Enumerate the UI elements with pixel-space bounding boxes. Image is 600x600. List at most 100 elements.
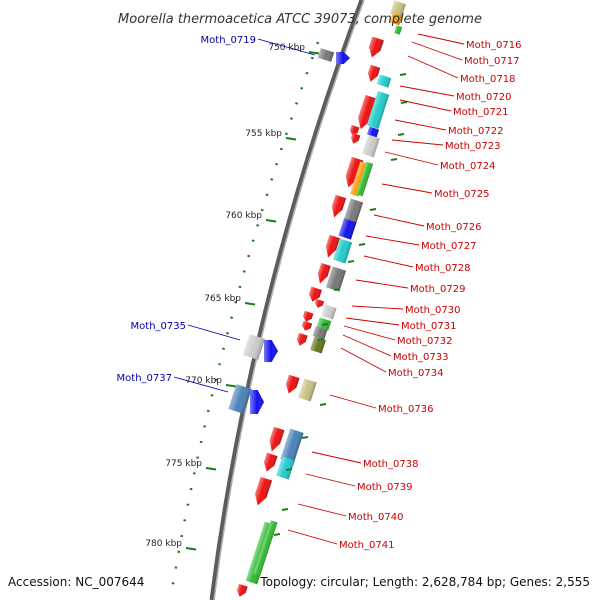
gene-box	[298, 378, 317, 402]
gene-arrow-forward	[237, 583, 248, 597]
gene-label-moth-0718: Moth_0718	[460, 74, 515, 85]
tick-mark	[225, 384, 237, 388]
gene-box	[242, 334, 266, 360]
leader-line-moth-0727	[365, 235, 420, 246]
gene-box	[366, 91, 390, 129]
gene-label-moth-0734: Moth_0734	[388, 368, 443, 379]
leader-line-moth-0721	[399, 99, 452, 112]
gene-box	[343, 198, 364, 224]
feature-tick	[399, 73, 407, 76]
leader-line-moth-0738	[311, 451, 362, 464]
tick-mark	[185, 547, 197, 551]
gene-label-moth-0717: Moth_0717	[464, 56, 519, 67]
gene-arrow-forward	[303, 310, 314, 322]
gene-label-moth-0721: Moth_0721	[453, 107, 508, 118]
leader-line-moth-0718	[407, 55, 459, 79]
gene-box	[253, 520, 278, 576]
leader-line-moth-0735	[187, 324, 241, 341]
feature-tick	[397, 133, 405, 136]
tick-mark	[308, 51, 320, 55]
tick-track	[170, 41, 320, 591]
gene-arrow-forward	[309, 286, 322, 302]
gene-label-moth-0725: Moth_0725	[434, 189, 489, 200]
gene-arrow-reverse	[264, 340, 278, 362]
gene-box	[317, 48, 335, 62]
tick-label: 770 kbp	[185, 376, 222, 386]
leader-line-moth-0737	[173, 376, 229, 393]
gene-box	[325, 266, 347, 292]
gene-label-moth-0732: Moth_0732	[397, 336, 452, 347]
gene-label-moth-0733: Moth_0733	[393, 352, 448, 363]
gene-label-moth-0719: Moth_0719	[201, 35, 256, 46]
gene-box	[355, 161, 374, 197]
gene-arrow-forward	[345, 156, 364, 188]
topology-text: Topology: circular; Length: 2,628,784 bp…	[259, 575, 590, 589]
gene-box	[338, 218, 357, 240]
genome-backbone	[209, 0, 365, 600]
tick-label: 780 kbp	[145, 539, 182, 549]
gene-arrow-forward	[331, 194, 347, 218]
gene-arrow-forward	[302, 320, 313, 331]
gene-arrow-forward	[285, 374, 300, 394]
gene-arrow-forward	[263, 452, 278, 472]
tick-label: 750 kbp	[268, 43, 305, 53]
gene-arrow-forward	[368, 36, 384, 58]
gene-box	[393, 25, 403, 35]
tick-mark	[244, 302, 256, 306]
gene-box	[228, 384, 252, 414]
tick-label: 760 kbp	[225, 211, 262, 221]
gene-arrow-forward	[255, 476, 273, 506]
gene-label-moth-0724: Moth_0724	[440, 161, 495, 172]
gene-box	[280, 428, 304, 464]
gene-label-moth-0723: Moth_0723	[445, 141, 500, 152]
gene-arrow-forward	[351, 133, 361, 144]
genome-backbone-highlight	[213, 0, 365, 600]
feature-tick	[369, 208, 377, 211]
gene-label-moth-0726: Moth_0726	[426, 222, 481, 233]
leader-line-moth-0729	[355, 279, 409, 289]
feature-tick	[390, 158, 398, 161]
gene-arrow-reverse	[250, 390, 264, 414]
gene-label-moth-0741: Moth_0741	[339, 540, 394, 551]
gene-label-moth-0716: Moth_0716	[466, 40, 521, 51]
leader-line-moth-0720	[399, 85, 455, 97]
leader-line-moth-0740	[297, 503, 347, 517]
leader-line-moth-0722	[394, 119, 447, 131]
gene-box	[367, 126, 379, 138]
gene-arrow-forward	[325, 234, 341, 258]
gene-box	[321, 304, 337, 320]
feature-tick	[285, 468, 293, 471]
gene-label-moth-0722: Moth_0722	[448, 126, 503, 137]
gene-box	[376, 74, 392, 88]
gene-label-moth-0730: Moth_0730	[405, 305, 460, 316]
leader-line-moth-0731	[345, 317, 400, 326]
gene-label-moth-0736: Moth_0736	[378, 404, 433, 415]
feature-tick	[358, 243, 366, 246]
gene-label-moth-0728: Moth_0728	[415, 263, 470, 274]
gene-label-moth-0739: Moth_0739	[357, 482, 412, 493]
feature-tick	[319, 403, 327, 406]
gene-arrow-forward	[358, 94, 377, 130]
gene-arrow-forward	[315, 298, 325, 308]
gene-label-moth-0731: Moth_0731	[401, 321, 456, 332]
feature-tick	[317, 338, 325, 341]
gene-box	[276, 456, 295, 480]
feature-tick	[333, 288, 341, 291]
gene-box	[389, 12, 403, 26]
leader-line-moth-0717	[411, 41, 463, 61]
gene-arrow-forward	[367, 64, 381, 82]
leader-line-moth-0725	[381, 183, 433, 194]
accession-text: Accession: NC_007644	[8, 575, 144, 589]
feature-tick	[400, 101, 408, 104]
feature-tick	[281, 508, 289, 511]
tick-label: 755 kbp	[245, 129, 282, 139]
tick-label: 765 kbp	[204, 294, 241, 304]
tick-mark	[265, 219, 277, 223]
leader-line-moth-0739	[305, 473, 356, 487]
leader-line-moth-0736	[329, 394, 377, 409]
tick-label: 775 kbp	[165, 459, 202, 469]
leader-line-moth-0741	[287, 529, 338, 545]
gene-label-moth-0729: Moth_0729	[410, 284, 465, 295]
feature-tick	[321, 323, 329, 326]
